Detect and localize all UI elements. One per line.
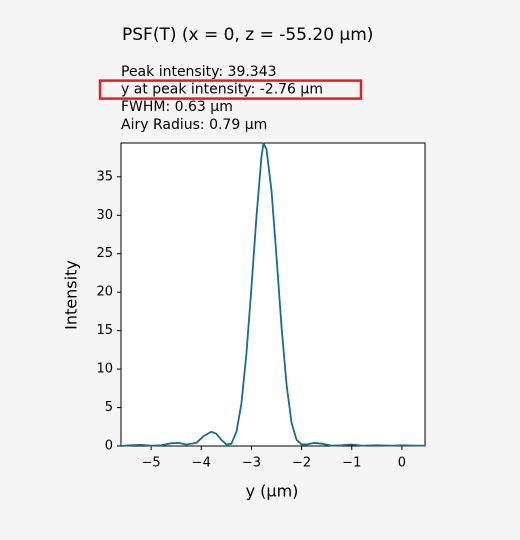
x-axis-label: y (µm) <box>246 482 299 501</box>
annotation: y at peak intensity: -2.76 µm <box>121 82 323 98</box>
highlight-box <box>98 79 363 100</box>
y-tick-label: 10 <box>96 362 113 377</box>
annotation: Peak intensity: 39.343 <box>121 64 277 80</box>
line <box>120 142 425 447</box>
y-tick-label: 20 <box>96 285 113 300</box>
y-tick-label: 0 <box>105 439 113 454</box>
x-tick-label: −2 <box>292 456 311 471</box>
y-tick-label: 35 <box>96 169 113 184</box>
y-tick-label: 25 <box>96 246 113 261</box>
annotation: Airy Radius: 0.79 µm <box>121 117 267 133</box>
y-tick-label: 5 <box>105 400 113 415</box>
annotation: FWHM: 0.63 µm <box>121 99 233 115</box>
y-tick-label: 15 <box>96 323 113 338</box>
plot-area <box>120 142 426 447</box>
x-tick-label: −5 <box>142 456 161 471</box>
x-tick-label: −4 <box>192 456 211 471</box>
y-tick-label: 30 <box>96 208 113 223</box>
x-tick-label: 0 <box>398 456 406 471</box>
chart-title: PSF(T) (x = 0, z = -55.20 µm) <box>122 25 373 45</box>
x-tick-label: −3 <box>242 456 261 471</box>
x-tick-label: −1 <box>342 456 361 471</box>
y-axis-label: Intensity <box>62 260 81 330</box>
